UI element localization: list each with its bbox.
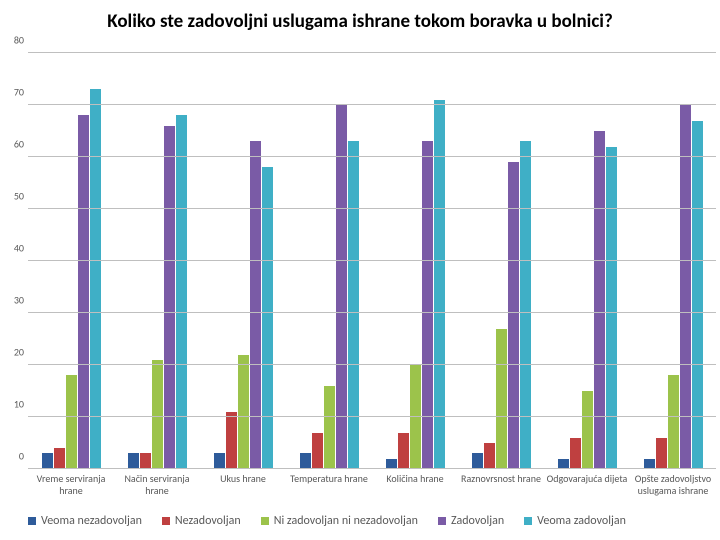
legend-swatch <box>524 517 532 525</box>
bar <box>582 391 593 469</box>
gridline <box>28 416 716 417</box>
y-tick-label: 20 <box>14 346 28 359</box>
legend: Veoma nezadovoljan Nezadovoljan Ni zadovol… <box>0 496 720 540</box>
bar <box>250 141 261 469</box>
bar <box>594 131 605 469</box>
legend-swatch <box>28 517 36 525</box>
bar <box>606 147 617 469</box>
x-tick-label: Količina hrane <box>372 469 458 496</box>
bar <box>496 329 507 469</box>
bar <box>140 453 151 469</box>
x-tick-label: Vreme serviranja hrane <box>28 469 114 496</box>
bar <box>484 443 495 469</box>
bar-group <box>114 53 200 469</box>
legend-label: Veoma zadovoljan <box>537 514 626 528</box>
legend-swatch <box>162 517 170 525</box>
bar-group <box>458 53 544 469</box>
bar <box>680 105 691 469</box>
x-axis-labels: Vreme serviranja hraneNačin serviranja h… <box>0 469 720 496</box>
bar-group <box>200 53 286 469</box>
x-tick-label: Način serviranja hrane <box>114 469 200 496</box>
bar <box>262 167 273 469</box>
gridline <box>28 156 716 157</box>
legend-item: Nezadovoljan <box>162 514 241 528</box>
legend-label: Ni zadovoljan ni nezadovoljan <box>274 514 418 528</box>
bar <box>214 453 225 469</box>
legend-label: Veoma nezadovoljan <box>41 514 142 528</box>
bar-group <box>286 53 372 469</box>
y-tick-label: 60 <box>14 138 28 151</box>
bar <box>472 453 483 469</box>
bar <box>54 448 65 469</box>
x-tick-label: Ukus hrane <box>200 469 286 496</box>
bar-group <box>28 53 114 469</box>
bar <box>570 438 581 469</box>
bar <box>238 355 249 469</box>
bar <box>226 412 237 469</box>
y-tick-label: 70 <box>14 86 28 99</box>
bar <box>422 141 433 469</box>
gridline <box>28 260 716 261</box>
bar <box>668 375 679 469</box>
plot-region: 01020304050607080 <box>28 53 716 469</box>
bar <box>312 433 323 469</box>
gridline <box>28 364 716 365</box>
legend-label: Zadovoljan <box>451 514 504 528</box>
bar <box>410 365 421 469</box>
y-tick-label: 30 <box>14 294 28 307</box>
y-tick-label: 0 <box>19 450 28 463</box>
bar <box>398 433 409 469</box>
x-tick-label: Odgovarajuća dijeta <box>544 469 630 496</box>
bar-group <box>372 53 458 469</box>
x-tick-label: Temperatura hrane <box>286 469 372 496</box>
chart-container: Koliko ste zadovoljni uslugama ishrane t… <box>0 0 720 540</box>
gridline <box>28 104 716 105</box>
legend-item: Veoma zadovoljan <box>524 514 626 528</box>
gridline <box>28 52 716 53</box>
bar <box>520 141 531 469</box>
y-tick-label: 50 <box>14 190 28 203</box>
bar <box>128 453 139 469</box>
chart-title: Koliko ste zadovoljni uslugama ishrane t… <box>0 0 720 33</box>
legend-swatch <box>261 517 269 525</box>
legend-label: Nezadovoljan <box>175 514 241 528</box>
bar-group <box>544 53 630 469</box>
bar <box>152 360 163 469</box>
gridline <box>28 312 716 313</box>
legend-item: Veoma nezadovoljan <box>28 514 142 528</box>
bar-groups <box>28 53 716 469</box>
y-tick-label: 10 <box>14 398 28 411</box>
bar <box>656 438 667 469</box>
chart-area: 0 10 20 30 40 50 60 70 80 <box>0 33 720 469</box>
legend-swatch <box>438 517 446 525</box>
legend-item: Ni zadovoljan ni nezadovoljan <box>261 514 418 528</box>
y-tick-label: 80 <box>14 34 28 47</box>
bar <box>348 141 359 469</box>
y-tick-label: 40 <box>14 242 28 255</box>
bar-group <box>630 53 716 469</box>
bar <box>300 453 311 469</box>
bar <box>66 375 77 469</box>
legend-item: Zadovoljan <box>438 514 504 528</box>
gridline <box>28 208 716 209</box>
bar <box>90 89 101 469</box>
bar <box>164 126 175 469</box>
bar <box>336 105 347 469</box>
bar <box>42 453 53 469</box>
x-tick-label: Raznovrsnost hrane <box>458 469 544 496</box>
gridline <box>28 468 716 469</box>
x-tick-label: Opšte zadovoljstvo uslugama ishrane <box>630 469 716 496</box>
bar <box>324 386 335 469</box>
